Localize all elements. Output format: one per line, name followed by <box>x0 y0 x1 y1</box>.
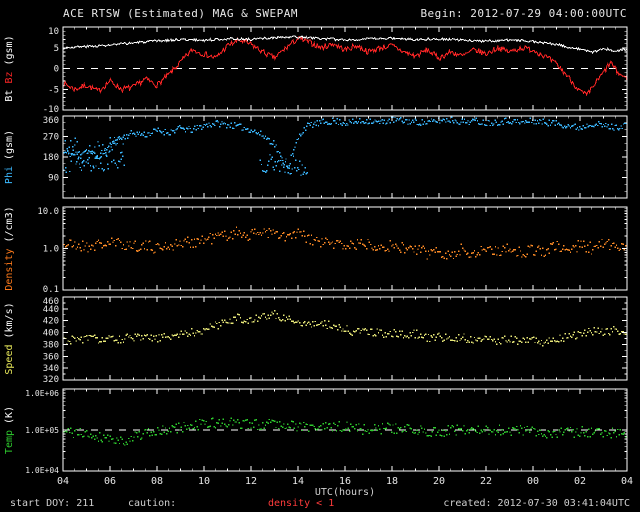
y-tick-label: 380 <box>43 340 59 350</box>
x-tick-label: 22 <box>480 476 492 487</box>
series-Temp <box>62 417 628 446</box>
x-tick-label: 00 <box>527 476 539 487</box>
density-warning: density < 1 <box>268 498 335 509</box>
plot-title: ACE RTSW (Estimated) MAG & SWEPAM <box>63 7 299 20</box>
panel-border <box>62 115 628 199</box>
panel-density: 10.0 1.0 0.1 Density(/cm3) <box>4 206 628 295</box>
x-tick-label: 04 <box>57 476 69 487</box>
y-tick-label: 270 <box>43 133 59 143</box>
series-Bt <box>62 35 628 55</box>
series-Phi early scatter <box>62 136 125 173</box>
y-tick-label: -10 <box>43 105 59 115</box>
y-tick-label: 340 <box>43 364 59 374</box>
y-tick-label: 90 <box>48 174 59 184</box>
y-axis-label-mag: BtBz(gsm) <box>4 35 15 101</box>
panel-mag: 10 5 0 -5 -10 BtBz(gsm) <box>4 26 628 115</box>
y-tick-label: 1.0 <box>43 245 59 255</box>
panel-temp: 1.0E+06 1.0E+05 1.0E+04 Temp(K) <box>4 388 628 475</box>
y-tick-label: 10.0 <box>37 207 59 217</box>
y-tick-label: 10 <box>48 27 59 37</box>
series-Density <box>62 226 628 260</box>
y-tick-label: 5 <box>54 44 59 54</box>
caution-label: caution: <box>128 498 177 509</box>
y-tick-label: 400 <box>43 329 59 339</box>
y-tick-label: 1.0E+06 <box>25 389 59 398</box>
y-tick-label: 0.1 <box>43 285 59 295</box>
x-tick-label: 02 <box>574 476 586 487</box>
y-tick-label: 440 <box>43 305 59 315</box>
y-axis-label-density: Density(/cm3) <box>4 206 15 290</box>
x-tick-label: 18 <box>386 476 398 487</box>
y-axis-label-phi: Phi(gsm) <box>4 130 15 184</box>
y-tick-label: 460 <box>43 297 59 307</box>
y-tick-label: 420 <box>43 317 59 327</box>
x-axis-label: UTC(hours) <box>314 487 376 498</box>
y-tick-label: 360 <box>43 116 59 126</box>
x-tick-label: 10 <box>198 476 210 487</box>
x-tick-label: 04 <box>621 476 633 487</box>
y-tick-label: 180 <box>43 153 59 163</box>
x-tick-label: 14 <box>292 476 304 487</box>
series-Phi <box>62 116 628 169</box>
panel-border <box>62 296 628 381</box>
y-tick-label: 1.0E+04 <box>25 466 59 475</box>
begin-timestamp: Begin: 2012-07-29 04:00:00UTC <box>420 7 627 20</box>
series-Bz <box>62 35 628 97</box>
x-tick-label: 16 <box>339 476 351 487</box>
y-tick-label: 320 <box>43 375 59 385</box>
series-Speed <box>62 310 628 347</box>
y-tick-label: 0 <box>54 65 59 75</box>
series-Phi dip scatter <box>259 154 309 177</box>
x-tick-label: 20 <box>433 476 445 487</box>
y-tick-label: -5 <box>48 85 59 95</box>
y-axis-label-temp: Temp(K) <box>4 406 15 454</box>
x-tick-label: 06 <box>104 476 116 487</box>
panel-phi: 360 270 180 90 Phi(gsm) <box>4 115 628 199</box>
y-tick-label: 1.0E+05 <box>25 426 59 435</box>
x-tick-label: 08 <box>151 476 163 487</box>
x-tick-label: 12 <box>245 476 257 487</box>
y-tick-label: 360 <box>43 352 59 362</box>
created-timestamp: created: 2012-07-30 03:41:04UTC <box>443 498 630 509</box>
y-axis-label-speed: Speed(km/s) <box>4 302 15 374</box>
start-doy-label: start DOY: 211 <box>10 498 95 509</box>
